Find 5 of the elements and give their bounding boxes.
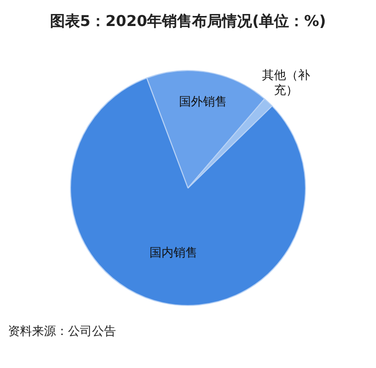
text: 资料来源：公司公告 [8,323,116,340]
chart-title: 图表5：2020年销售布局情况(单位：%) [49,12,327,30]
slice-label: 国内销售 [149,245,198,260]
slice-label: 其他（补充） [262,68,310,98]
slice-label: 国外销售 [179,94,228,109]
